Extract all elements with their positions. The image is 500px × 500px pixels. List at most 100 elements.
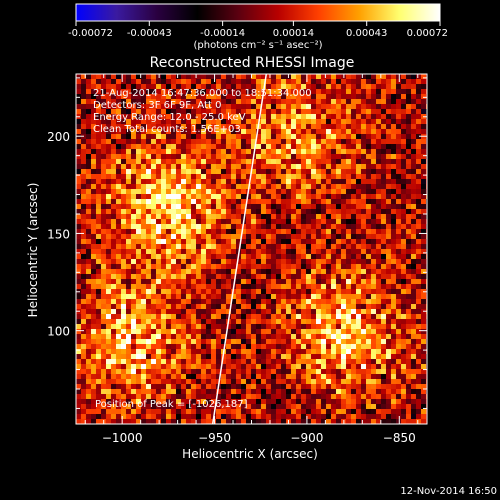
heatmap-cell	[211, 384, 216, 389]
heatmap-cell	[151, 214, 156, 219]
heatmap-cell	[306, 159, 311, 164]
heatmap-cell	[166, 264, 171, 269]
heatmap-cell	[166, 409, 171, 414]
heatmap-cell	[166, 109, 171, 114]
heatmap-cell	[366, 259, 371, 264]
heatmap-cell	[376, 384, 381, 389]
heatmap-cell	[231, 329, 236, 334]
heatmap-cell	[261, 389, 266, 394]
heatmap-cell	[91, 394, 96, 399]
heatmap-cell	[241, 159, 246, 164]
heatmap-cell	[131, 134, 136, 139]
heatmap-cell	[186, 409, 191, 414]
heatmap-cell	[366, 189, 371, 194]
heatmap-cell	[91, 344, 96, 349]
chart-title: Reconstructed RHESSI Image	[150, 55, 355, 71]
heatmap-cell	[106, 249, 111, 254]
heatmap-cell	[76, 229, 81, 234]
heatmap-cell	[316, 174, 321, 179]
heatmap-cell	[361, 89, 366, 94]
heatmap-cell	[291, 389, 296, 394]
heatmap-cell	[266, 209, 271, 214]
heatmap-cell	[116, 249, 121, 254]
heatmap-cell	[146, 329, 151, 334]
heatmap-cell	[181, 204, 186, 209]
heatmap-cell	[271, 139, 276, 144]
heatmap-cell	[366, 244, 371, 249]
heatmap-cell	[201, 309, 206, 314]
heatmap-cell	[176, 169, 181, 174]
heatmap-cell	[406, 414, 411, 419]
heatmap-cell	[221, 174, 226, 179]
heatmap-cell	[296, 189, 301, 194]
heatmap-cell	[356, 174, 361, 179]
heatmap-cell	[411, 109, 416, 114]
heatmap-cell	[391, 299, 396, 304]
heatmap-cell	[341, 159, 346, 164]
heatmap-cell	[336, 214, 341, 219]
heatmap-cell	[356, 274, 361, 279]
heatmap-cell	[216, 324, 221, 329]
heatmap-cell	[276, 219, 281, 224]
heatmap-cell	[131, 269, 136, 274]
heatmap-cell	[286, 359, 291, 364]
heatmap-cell	[371, 409, 376, 414]
heatmap-cell	[276, 344, 281, 349]
heatmap-cell	[401, 309, 406, 314]
heatmap-cell	[111, 384, 116, 389]
heatmap-cell	[136, 354, 141, 359]
heatmap-cell	[256, 409, 261, 414]
heatmap-cell	[81, 214, 86, 219]
heatmap-cell	[201, 254, 206, 259]
heatmap-cell	[366, 379, 371, 384]
heatmap-cell	[226, 154, 231, 159]
heatmap-cell	[371, 329, 376, 334]
heatmap-cell	[246, 269, 251, 274]
heatmap-cell	[326, 379, 331, 384]
heatmap-cell	[331, 214, 336, 219]
heatmap-cell	[346, 219, 351, 224]
heatmap-cell	[381, 414, 386, 419]
heatmap-cell	[201, 299, 206, 304]
heatmap-cell	[241, 99, 246, 104]
heatmap-cell	[321, 209, 326, 214]
heatmap-cell	[196, 359, 201, 364]
heatmap-cell	[396, 419, 401, 424]
heatmap-cell	[321, 229, 326, 234]
heatmap-cell	[106, 264, 111, 269]
heatmap-cell	[401, 419, 406, 424]
heatmap-cell	[271, 419, 276, 424]
heatmap-cell	[196, 149, 201, 154]
heatmap-cell	[196, 294, 201, 299]
heatmap-cell	[91, 309, 96, 314]
heatmap-cell	[171, 204, 176, 209]
heatmap-cell	[241, 379, 246, 384]
heatmap-cell	[261, 409, 266, 414]
heatmap-cell	[366, 264, 371, 269]
heatmap-cell	[236, 104, 241, 109]
heatmap-cell	[246, 399, 251, 404]
heatmap-cell	[401, 299, 406, 304]
heatmap-cell	[161, 104, 166, 109]
heatmap-cell	[421, 244, 426, 249]
heatmap-cell	[416, 99, 421, 104]
heatmap-cell	[256, 329, 261, 334]
heatmap-cell	[416, 74, 421, 79]
heatmap-cell	[246, 194, 251, 199]
heatmap-cell	[151, 99, 156, 104]
heatmap-cell	[126, 319, 131, 324]
heatmap-cell	[176, 259, 181, 264]
heatmap-cell	[326, 269, 331, 274]
heatmap-cell	[156, 329, 161, 334]
heatmap-cell	[156, 119, 161, 124]
heatmap-cell	[146, 414, 151, 419]
heatmap-cell	[281, 344, 286, 349]
heatmap-cell	[311, 184, 316, 189]
heatmap-cell	[131, 329, 136, 334]
heatmap-cell	[296, 399, 301, 404]
heatmap-cell	[81, 419, 86, 424]
heatmap-cell	[156, 234, 161, 239]
heatmap-cell	[271, 319, 276, 324]
heatmap-cell	[126, 119, 131, 124]
heatmap-cell	[221, 134, 226, 139]
